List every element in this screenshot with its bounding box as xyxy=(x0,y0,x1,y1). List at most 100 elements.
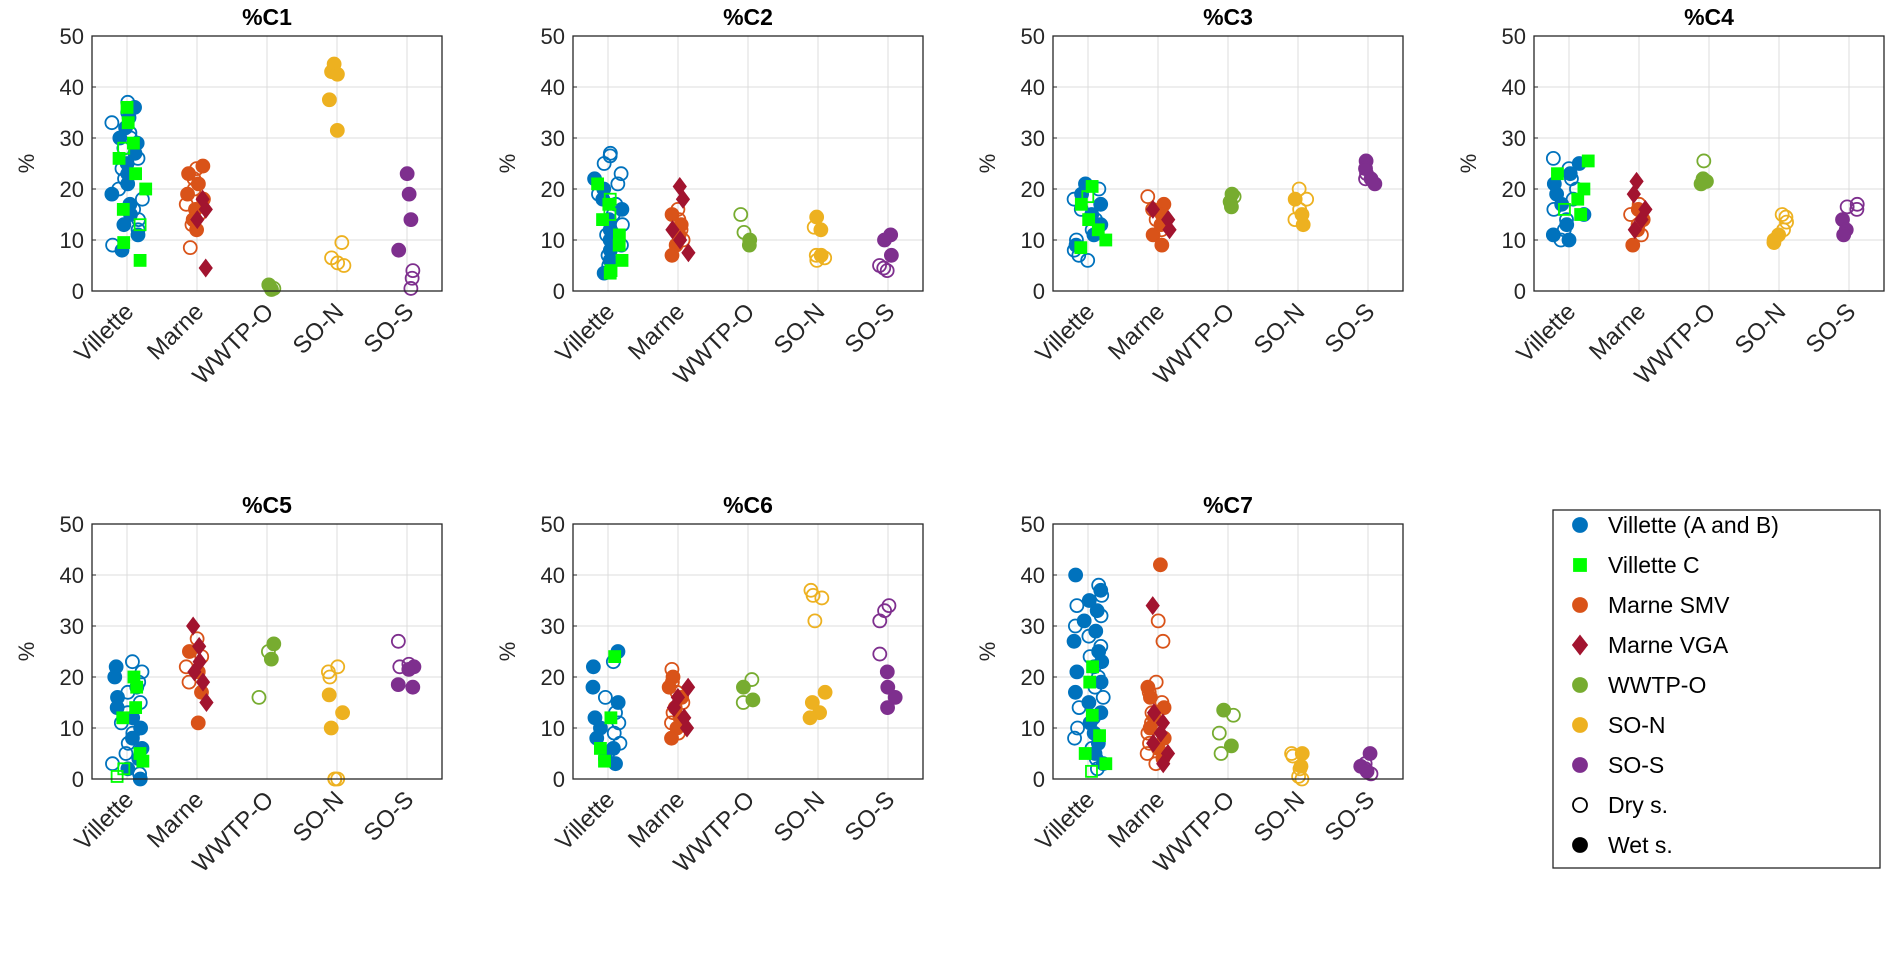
x-tick-label: SO-N xyxy=(1249,298,1311,360)
point-villette_ab-wet xyxy=(585,659,601,675)
y-axis-label: % xyxy=(975,154,1000,174)
y-tick-label: 10 xyxy=(1502,228,1526,253)
point-marne_smv-wet xyxy=(1145,227,1161,243)
x-tick-label: Villette xyxy=(1512,298,1582,368)
legend-item-wwtp: WWTP-O xyxy=(1572,672,1706,698)
point-marne_vga-wet xyxy=(1146,733,1161,753)
plot-frame xyxy=(1533,35,1885,292)
x-tick-label: SO-N xyxy=(288,786,350,848)
point-villette_ab-dry xyxy=(1070,720,1085,736)
point-villette_ab-wet xyxy=(1088,623,1104,639)
point-marne_smv-wet xyxy=(1152,557,1168,573)
y-tick-label: 50 xyxy=(60,24,84,49)
point-villette_ab-wet xyxy=(585,679,601,695)
y-tick-label: 30 xyxy=(1502,126,1526,151)
point-marne_vga-wet xyxy=(190,210,205,230)
point-villette_c-wet xyxy=(1074,197,1088,211)
y-tick-label: 20 xyxy=(60,665,84,690)
point-sos-dry xyxy=(879,263,895,279)
point-sos-wet xyxy=(1359,763,1375,779)
point-villette_ab-wet xyxy=(1093,674,1109,690)
point-villette_c-wet xyxy=(121,116,135,130)
point-marne_smv-wet xyxy=(661,679,677,695)
point-marne_smv-dry xyxy=(1150,613,1166,629)
y-tick-label: 30 xyxy=(1021,126,1045,151)
point-villette_c-wet xyxy=(129,167,142,181)
point-villette_c-dry xyxy=(133,218,147,232)
point-sos-wet xyxy=(403,212,419,228)
point-marne_vga-wet xyxy=(680,677,696,697)
point-marne_smv-wet xyxy=(1142,690,1158,705)
legend-item-villette_c: Villette C xyxy=(1573,552,1700,578)
point-marne_smv-wet xyxy=(195,158,211,174)
legend-item-wet: Wet s. xyxy=(1572,832,1673,858)
point-marne_smv-wet xyxy=(181,166,196,182)
point-villette_c-wet xyxy=(1091,223,1105,237)
point-villette_c-dry xyxy=(110,770,124,783)
y-tick-label: 50 xyxy=(1502,24,1526,49)
y-tick-label: 10 xyxy=(1021,716,1045,741)
legend-marker xyxy=(1572,597,1588,613)
point-son-dry xyxy=(814,590,830,606)
x-tick-label: SO-S xyxy=(1801,298,1862,359)
legend-label: Villette C xyxy=(1608,552,1700,578)
point-villette_ab-wet xyxy=(605,741,621,756)
point-marne_vga-wet xyxy=(1145,199,1161,219)
point-sos-wet xyxy=(391,242,407,258)
point-marne_vga-wet xyxy=(1627,220,1642,240)
y-tick-label: 20 xyxy=(1021,665,1045,690)
point-villette_c-wet xyxy=(120,101,134,114)
y-axis-label: % xyxy=(975,642,1000,662)
y-tick-label: 40 xyxy=(60,563,84,588)
point-son-wet xyxy=(1287,191,1303,207)
y-axis-label: % xyxy=(14,154,39,174)
point-villette_ab-wet xyxy=(116,217,132,233)
point-villette_c-wet xyxy=(598,754,611,768)
point-villette_ab-dry xyxy=(596,156,612,171)
legend-label: WWTP-O xyxy=(1608,672,1706,698)
point-villette_ab-wet xyxy=(133,720,148,736)
legend-items: Villette (A and B) Villette C Marne SMV Mar… xyxy=(1571,512,1779,858)
legend-marker xyxy=(1572,517,1588,533)
x-tick-label: SO-S xyxy=(359,786,420,847)
point-sos-dry xyxy=(390,633,406,649)
y-tick-label: 30 xyxy=(541,126,565,151)
y-tick-label: 50 xyxy=(1021,24,1045,49)
y-tick-label: 40 xyxy=(60,75,84,100)
point-villette_c-wet xyxy=(615,253,629,267)
point-marne_vga-wet xyxy=(186,616,201,636)
y-tick-label: 20 xyxy=(541,665,565,690)
point-son-wet xyxy=(804,695,820,710)
point-marne_vga-wet xyxy=(1626,184,1641,204)
point-marne_vga-wet xyxy=(198,199,213,219)
legend-marker xyxy=(1572,837,1588,853)
point-sos-wet xyxy=(883,247,899,263)
point-villette_c-wet xyxy=(1082,213,1096,227)
legend-box xyxy=(1552,509,1881,869)
point-villette_c-wet xyxy=(116,711,130,725)
y-tick-label: 10 xyxy=(541,716,565,741)
point-villette_c-wet xyxy=(591,177,605,191)
point-son-wet xyxy=(1294,746,1310,761)
point-villette_ab-wet xyxy=(120,176,136,192)
point-marne_vga-wet xyxy=(666,698,682,718)
point-villette_c-wet xyxy=(608,650,622,663)
point-sos-wet xyxy=(880,700,895,715)
point-marne_vga-wet xyxy=(1153,723,1168,743)
x-tick-label: Marne xyxy=(142,298,209,365)
x-tick-label: Villette xyxy=(70,786,140,856)
point-villette_c-wet xyxy=(133,253,147,267)
point-villette_ab-wet xyxy=(1067,684,1083,700)
point-villette_c-dry xyxy=(117,762,131,776)
y-tick-label: 40 xyxy=(1021,75,1045,100)
point-sos-wet xyxy=(1362,746,1378,761)
panel-title: %C5 xyxy=(242,492,292,518)
point-wwtp-wet xyxy=(266,636,282,652)
y-tick-label: 50 xyxy=(541,512,565,537)
point-son-wet xyxy=(817,684,833,700)
point-villette_c-wet xyxy=(604,711,618,725)
point-son-dry xyxy=(322,669,338,685)
